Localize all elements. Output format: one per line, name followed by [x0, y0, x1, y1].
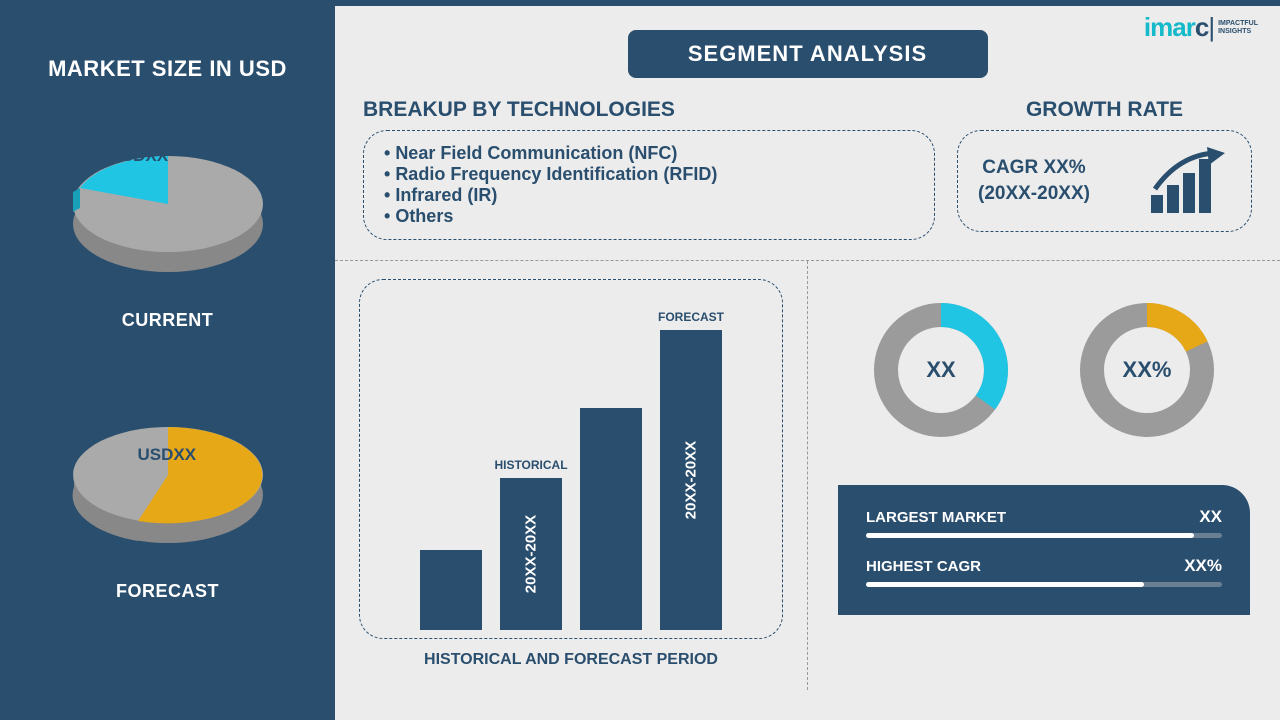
donut-2: XX%: [1072, 295, 1222, 445]
breakup-section: BREAKUP BY TECHNOLOGIES Near Field Commu…: [363, 98, 935, 240]
logo-text: imarc|: [1144, 12, 1214, 43]
main-content: imarc| IMPACTFUL INSIGHTS SEGMENT ANALYS…: [335, 0, 1280, 720]
bar: HISTORICAL 20XX-20XX: [500, 478, 562, 630]
row-hist-metrics: HISTORICAL 20XX-20XX FORECAST 20XX-20XX …: [335, 260, 1280, 690]
bar: FORECAST 20XX-20XX: [660, 330, 722, 630]
donut-2-value: XX%: [1123, 357, 1172, 383]
donuts-row: XX XX%: [838, 295, 1250, 445]
pie-current-label: USDXX: [110, 146, 169, 166]
breakup-heading: BREAKUP BY TECHNOLOGIES: [363, 98, 935, 122]
growth-icon: [1149, 145, 1231, 217]
breakup-item: Radio Frequency Identification (RFID): [384, 164, 914, 185]
growth-heading: GROWTH RATE: [957, 98, 1252, 122]
left-sidebar: MARKET SIZE IN USD USDXX CURRENT USDXX F…: [0, 0, 335, 720]
metric-card: LARGEST MARKET XX HIGHEST CAGR XX%: [838, 485, 1250, 615]
breakup-item: Others: [384, 206, 914, 227]
metric-label: LARGEST MARKET: [866, 509, 1006, 526]
pie-forecast-caption: FORECAST: [116, 581, 219, 602]
brand-logo: imarc| IMPACTFUL INSIGHTS: [1144, 12, 1258, 43]
donut-1-value: XX: [926, 357, 955, 383]
progress-bar: [866, 582, 1222, 587]
progress-bar: [866, 533, 1222, 538]
row-breakup-growth: BREAKUP BY TECHNOLOGIES Near Field Commu…: [335, 78, 1280, 240]
metric-label: HIGHEST CAGR: [866, 558, 981, 575]
pie-forecast-label: USDXX: [138, 445, 197, 465]
pie-current-caption: CURRENT: [122, 310, 214, 331]
growth-section: GROWTH RATE CAGR XX% (20XX-20XX): [957, 98, 1252, 240]
top-accent-bar: [335, 0, 1280, 6]
donut-1: XX: [866, 295, 1016, 445]
historical-chart: HISTORICAL 20XX-20XX FORECAST 20XX-20XX: [359, 279, 783, 639]
bar: [580, 408, 642, 630]
historical-section: HISTORICAL 20XX-20XX FORECAST 20XX-20XX …: [335, 261, 808, 690]
pie-chart-forecast: USDXX: [38, 383, 298, 573]
growth-text: CAGR XX% (20XX-20XX): [978, 155, 1090, 207]
breakup-item: Near Field Communication (NFC): [384, 143, 914, 164]
breakup-list: Near Field Communication (NFC) Radio Fre…: [384, 143, 914, 227]
breakup-box: Near Field Communication (NFC) Radio Fre…: [363, 130, 935, 240]
metric-value: XX%: [1184, 556, 1222, 576]
growth-box: CAGR XX% (20XX-20XX): [957, 130, 1252, 232]
metric-row-1: LARGEST MARKET XX: [866, 507, 1222, 538]
bar: [420, 550, 482, 630]
breakup-item: Infrared (IR): [384, 185, 914, 206]
metric-value: XX: [1199, 507, 1222, 527]
metrics-section: XX XX% LARGEST MARKET XX: [808, 261, 1280, 690]
pie-chart-current: USDXX: [38, 112, 298, 302]
left-title: MARKET SIZE IN USD: [48, 56, 287, 82]
historical-caption: HISTORICAL AND FORECAST PERIOD: [424, 651, 718, 669]
logo-tagline: IMPACTFUL INSIGHTS: [1218, 20, 1258, 36]
metric-row-2: HIGHEST CAGR XX%: [866, 556, 1222, 587]
page-title: SEGMENT ANALYSIS: [628, 30, 988, 78]
